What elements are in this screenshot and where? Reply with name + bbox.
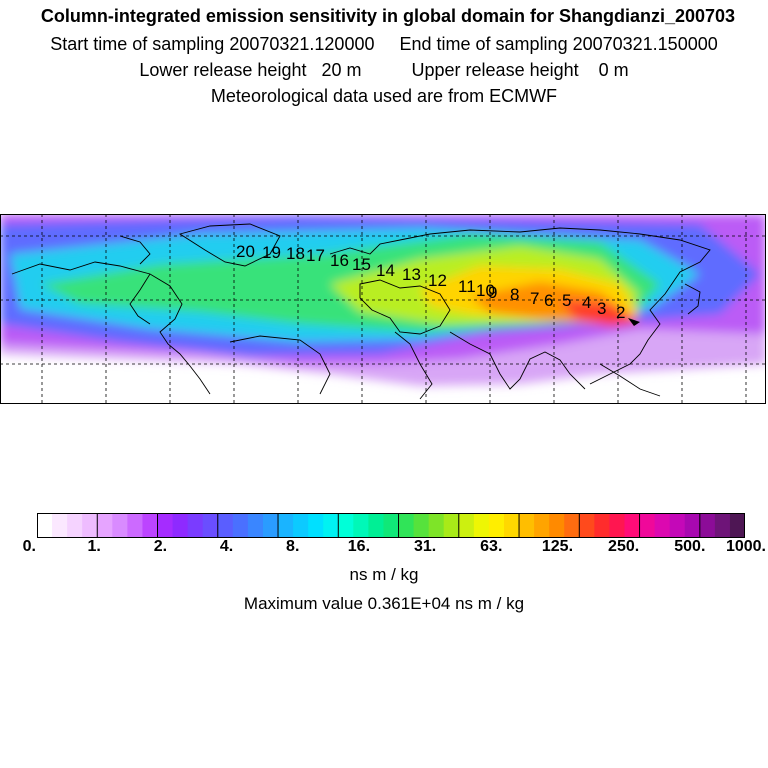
colorbar-tick-label: 63.: [480, 538, 503, 555]
met-data-label: Meteorological data used are from ECMWF: [210, 86, 558, 106]
colorbar-frame: [37, 513, 745, 538]
trajectory-labels: 20 19 18 17 16 15 14 13 12 11 109 8 7 6 5 4 3 2: [236, 242, 640, 326]
colorbar-cell: [82, 513, 98, 538]
colorbar-cell: [519, 513, 535, 538]
colorbar-cell: [488, 513, 505, 538]
colorbar-cell: [67, 513, 83, 538]
plot-title: Column-integrated emission sensitivity i…: [40, 6, 736, 26]
trajectory-day-label: 20: [236, 242, 255, 261]
release-point-marker: [628, 318, 640, 326]
colorbar-cell: [383, 513, 400, 538]
colorbar-cell: [52, 513, 68, 538]
colorbar-cell: [97, 513, 113, 538]
upper-release-height-label: Upper release height 0 m: [411, 60, 629, 80]
lower-release-height-label: Lower release height 20 m: [139, 60, 362, 80]
colorbar-cell: [323, 513, 339, 538]
sensitivity-map: 20 19 18 17 16 15 14 13 12 11 109 8 7 6 5 4 3 2: [0, 214, 766, 404]
colorbar-cells: [37, 513, 745, 538]
colorbar-cell: [579, 513, 595, 538]
end-time-label: End time of sampling 20070321.150000: [399, 34, 718, 54]
trajectory-day-label: 5: [562, 291, 571, 310]
coastlines: [11, 223, 711, 400]
trajectory-day-label: 10: [476, 281, 495, 300]
trajectory-day-label: 19: [262, 243, 281, 262]
colorbar-cell: [458, 513, 475, 538]
colorbar-cell: [278, 513, 294, 538]
graticule: [0, 214, 766, 404]
colorbar-tick-label: 31.: [413, 538, 437, 555]
colorbar-cell: [338, 513, 354, 538]
trajectory-day-label: 7: [530, 289, 539, 308]
trajectory-day-label: 15: [352, 255, 371, 274]
colorbar-cell: [308, 513, 324, 538]
maximum-value-label: Maximum value 0.361E+04 ns m / kg: [243, 594, 525, 613]
colorbar-cell: [112, 513, 128, 538]
colorbar-cell: [368, 513, 385, 538]
trajectory-day-label: 14: [376, 261, 395, 280]
trajectory-day-label: 16: [330, 251, 349, 270]
colorbar: [37, 513, 745, 538]
release-height-line: Lower release height 20 m Upper release …: [0, 59, 768, 81]
sensitivity-field: [0, 214, 766, 386]
colorbar-cell: [503, 513, 520, 538]
colorbar-cell: [443, 513, 460, 538]
colorbar-cell: [247, 513, 264, 538]
colorbar-cell: [217, 513, 234, 538]
trajectory-day-label: 9: [488, 283, 497, 302]
trajectory-day-label: 18: [286, 244, 305, 263]
colorbar-cell: [127, 513, 144, 538]
colorbar-cell: [639, 513, 656, 538]
colorbar-cell: [37, 513, 53, 538]
colorbar-cell: [699, 513, 716, 538]
colorbar-cell: [142, 513, 159, 538]
colorbar-tick-label: 0.: [22, 538, 37, 555]
colorbar-tick-label: 4.: [219, 538, 234, 555]
trajectory-day-label: 17: [306, 246, 325, 265]
trajectory-day-label: 13: [402, 265, 421, 284]
colorbar-cell: [398, 513, 415, 538]
colorbar-tick-label: 8.: [286, 538, 300, 555]
colorbar-cell: [473, 513, 490, 538]
trajectory-day-label: 6: [544, 291, 553, 310]
colorbar-cell: [624, 513, 641, 538]
colorbar-cell: [293, 513, 309, 538]
colorbar-tick-label: 2.: [153, 538, 168, 555]
colorbar-tick-label: 16.: [347, 538, 371, 555]
colorbar-cell: [669, 513, 686, 538]
trajectory-day-label: 2: [616, 303, 625, 322]
trajectory-day-label: 8: [510, 285, 519, 304]
colorbar-cell: [594, 513, 611, 538]
sampling-time-line: Start time of sampling 20070321.120000 E…: [0, 33, 768, 55]
colorbar-cell: [172, 513, 189, 538]
colorbar-cell: [157, 513, 174, 538]
colorbar-tick-label: 250.: [608, 538, 640, 555]
colorbar-cell: [262, 513, 279, 538]
colorbar-cell: [187, 513, 204, 538]
colorbar-cell: [684, 513, 701, 538]
trajectory-day-label: 3: [597, 299, 606, 318]
start-time-label: Start time of sampling 20070321.120000: [50, 34, 375, 54]
colorbar-cell: [654, 513, 671, 538]
trajectory-day-label: 12: [428, 271, 447, 290]
trajectory-day-label: 4: [582, 293, 591, 312]
colorbar-cell: [549, 513, 565, 538]
colorbar-cell: [232, 513, 249, 538]
colorbar-cell: [202, 513, 219, 538]
colorbar-tick-label: 500.: [674, 538, 706, 555]
colorbar-cell: [729, 513, 745, 538]
colorbar-cell: [564, 513, 580, 538]
map-frame: [0, 214, 766, 404]
colorbar-cell: [428, 513, 445, 538]
colorbar-cell: [534, 513, 550, 538]
colorbar-tick-label: 1.: [87, 538, 101, 555]
colorbar-units-label: ns m / kg: [349, 565, 419, 584]
colorbar-cell: [609, 513, 626, 538]
trajectory-day-label: 11: [458, 277, 476, 296]
colorbar-cell: [413, 513, 430, 538]
colorbar-tick-label: 1000.: [725, 538, 767, 555]
colorbar-tick-label: 125.: [541, 538, 574, 555]
colorbar-cell: [353, 513, 369, 538]
colorbar-cell: [714, 513, 731, 538]
